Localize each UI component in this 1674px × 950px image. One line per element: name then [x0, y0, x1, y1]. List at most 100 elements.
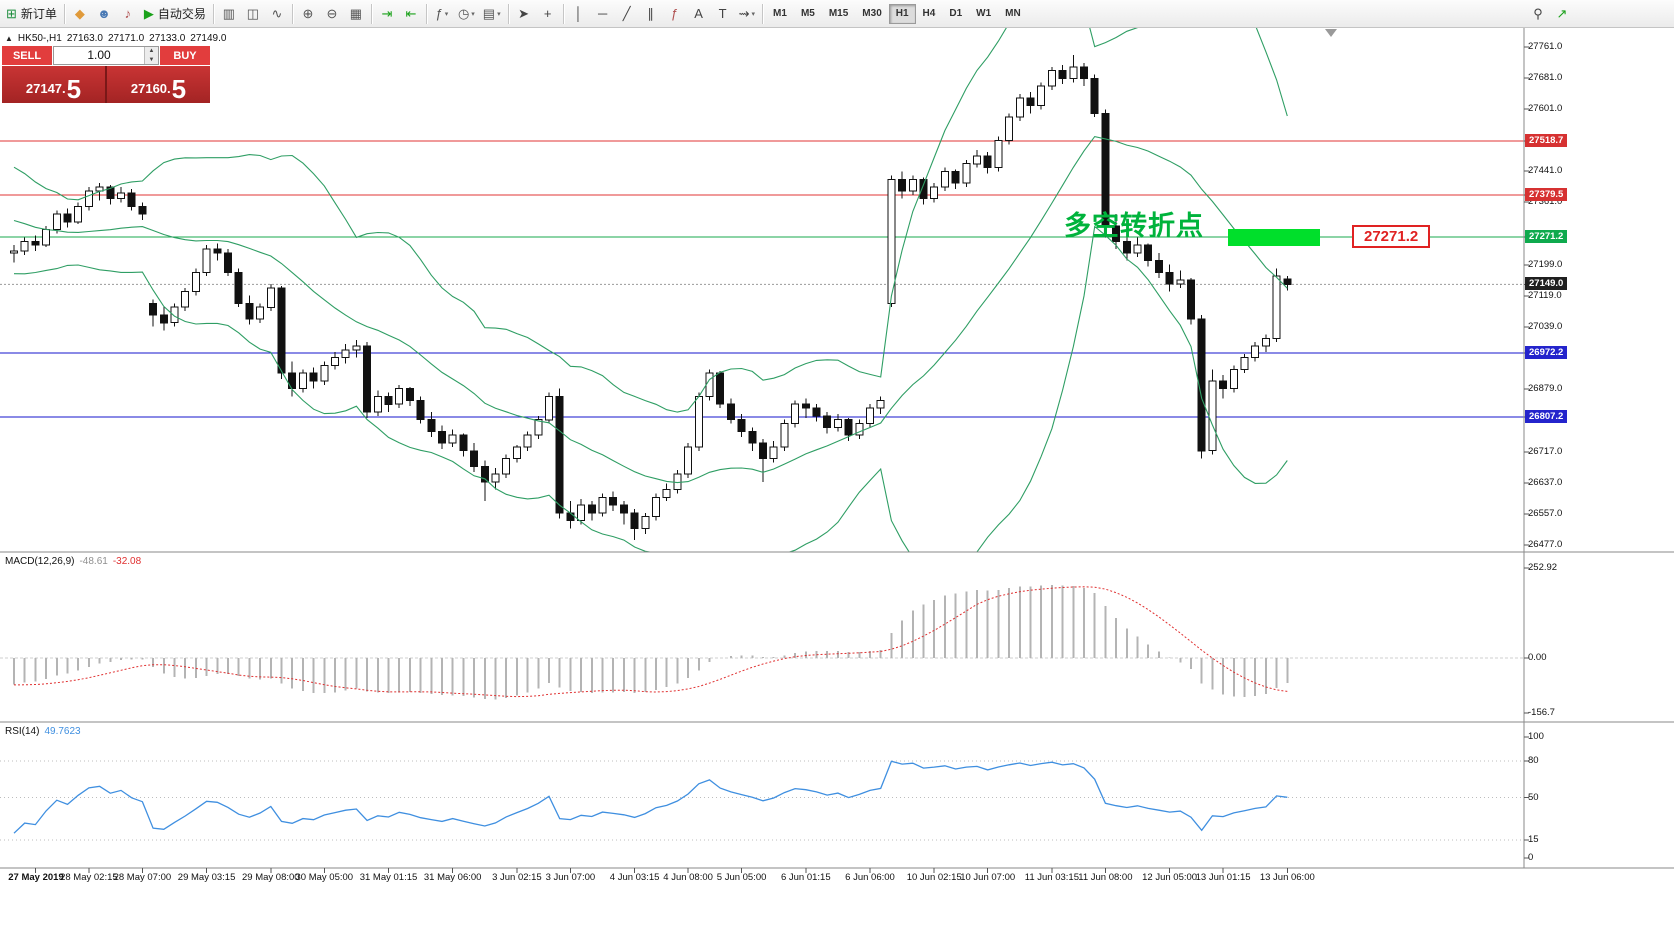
grid-button[interactable]: ▦ — [345, 3, 367, 25]
rsi-axis-label: 50 — [1528, 791, 1539, 803]
turning-point-annotation: 多空转折点 — [1064, 211, 1204, 241]
chevron-down-icon: ▾ — [751, 10, 756, 18]
bollinger-middle-band — [13, 135, 1288, 484]
timeframe-m1[interactable]: M1 — [766, 4, 794, 24]
zoom-out-button[interactable]: ⊖ — [321, 3, 343, 25]
timeframe-m5[interactable]: M5 — [794, 4, 822, 24]
toolbar-group: ➤ + — [512, 3, 560, 25]
macd-axis-label: 0.00 — [1528, 652, 1547, 663]
price-line-badge: 27271.2 — [1525, 229, 1568, 243]
alerts-button[interactable]: ♪ — [117, 3, 139, 25]
crosshair-button[interactable]: + — [537, 3, 559, 25]
cursor-button[interactable]: ➤ — [513, 3, 535, 25]
rsi-indicator-label: RSI(14) 49.7623 — [5, 726, 81, 737]
time-axis-label: 13 Jun 06:00 — [1259, 872, 1315, 883]
turning-point-highlight-rect — [1228, 229, 1320, 246]
trendline-button[interactable]: ╱ — [616, 3, 638, 25]
timeframe-mn[interactable]: MN — [998, 4, 1028, 24]
templates-button[interactable]: ▤ ▾ — [480, 3, 504, 25]
time-axis-label: 13 Jun 01:15 — [1195, 872, 1251, 883]
text-button[interactable]: A — [688, 3, 710, 25]
macd-axis-label: -156.7 — [1528, 707, 1555, 718]
popup-prices-button[interactable]: ↗ — [1551, 3, 1573, 25]
rsi-axis-label: 100 — [1528, 731, 1544, 742]
timeframe-h1[interactable]: H1 — [888, 3, 916, 24]
arrows-button[interactable]: ⇝ ▾ — [736, 3, 758, 25]
vertical-line-icon: │ — [574, 6, 583, 21]
price-axis-label: 26557.0 — [1528, 507, 1563, 519]
auto-scroll-button[interactable]: ⇥ — [376, 3, 398, 25]
price-axis-label: 26717.0 — [1528, 445, 1563, 457]
line-chart-button[interactable]: ∿ — [266, 3, 288, 25]
candlestick-chart-button[interactable]: ◫ — [242, 3, 264, 25]
candles — [10, 55, 1292, 540]
zoom-in-button[interactable]: ⊕ — [297, 3, 319, 25]
search-button[interactable]: ⚲ — [1527, 3, 1549, 25]
chart-symbol-period: HK50-,H1 — [17, 33, 62, 44]
time-axis-label: 29 May 03:15 — [177, 872, 236, 883]
new-order-button[interactable]: ⊞ 新订单 — [3, 3, 60, 25]
indicators-button[interactable]: ƒ ▾ — [431, 3, 453, 25]
fibonacci-icon: ƒ — [670, 6, 679, 21]
horizontal-line-button[interactable]: ─ — [592, 3, 614, 25]
timeframe-d1[interactable]: D1 — [942, 4, 969, 24]
sell-button[interactable]: SELL — [2, 46, 52, 65]
timeframe-w1[interactable]: W1 — [969, 4, 998, 24]
metaeditor-button[interactable]: ◆ — [69, 3, 91, 25]
toolbar-separator — [762, 3, 764, 24]
current-price-badge: 27149.0 — [1525, 277, 1568, 291]
vertical-line-button[interactable]: │ — [568, 3, 590, 25]
volume-down-button[interactable]: ▼ — [145, 55, 158, 64]
channel-button[interactable]: ∥ — [640, 3, 662, 25]
autotrading-button[interactable]: ▶ 自动交易 — [141, 3, 209, 25]
chart-shift-marker — [1325, 29, 1337, 37]
toolbar-group: │ ─ ╱ ∥ ƒ A T ⇝ ▾ — [567, 3, 759, 25]
toolbar-separator — [562, 3, 564, 24]
fibonacci-button[interactable]: ƒ — [664, 3, 686, 25]
popup-prices-icon: ↗ — [1556, 6, 1568, 21]
time-axis-label: 28 May 02:15 — [60, 872, 118, 883]
volume-value[interactable]: 1.00 — [87, 48, 111, 62]
price-line-badge: 27518.7 — [1525, 133, 1568, 147]
sell-price-main: 27147. — [25, 81, 66, 96]
line-chart-icon: ∿ — [271, 6, 283, 21]
buy-button[interactable]: BUY — [160, 46, 210, 65]
macd-signal-value: -32.08 — [112, 556, 142, 567]
toolbar-group: ⊞ 新订单 — [2, 3, 61, 25]
buy-price-pip: 5 — [171, 74, 187, 104]
label-button[interactable]: T — [712, 3, 734, 25]
chart-title: ▲ HK50-,H1 27163.0 27171.0 27133.0 27149… — [5, 33, 226, 44]
time-axis-label: 4 Jun 08:00 — [663, 872, 713, 883]
timeframe-m30[interactable]: M30 — [855, 4, 888, 24]
timeframe-m15[interactable]: M15 — [822, 4, 855, 24]
volume-up-button[interactable]: ▲ — [145, 47, 158, 56]
periods-button[interactable]: ◷ ▾ — [455, 3, 478, 25]
time-axis-label: 3 Jun 07:00 — [545, 872, 596, 883]
chart-open-value: 27163.0 — [66, 33, 103, 44]
turning-point-price-label: 27271.2 — [1352, 225, 1431, 248]
time-axis-label: 31 May 01:15 — [359, 872, 418, 883]
rsi-layer — [0, 760, 1524, 841]
timeframe-h4[interactable]: H4 — [916, 4, 943, 24]
chevron-down-icon: ▾ — [471, 10, 475, 18]
buy-price-button[interactable]: 27160. 5 — [107, 66, 210, 103]
profiles-button[interactable]: ☻ — [93, 3, 115, 25]
chevron-down-icon: ▾ — [497, 10, 501, 18]
volume-input[interactable]: 1.00 ▲ ▼ — [53, 46, 159, 65]
toolbar-separator — [291, 3, 293, 24]
time-axis-label: 11 Jun 08:00 — [1078, 872, 1133, 883]
bollinger-upper-band — [13, 28, 1288, 413]
time-axis-label: 10 Jun 07:00 — [960, 872, 1016, 883]
chevron-down-icon: ▾ — [444, 10, 449, 18]
bollinger-lower-band — [13, 225, 1288, 552]
templates-icon: ▤ — [482, 6, 496, 21]
chart-shift-button[interactable]: ⇤ — [400, 3, 422, 25]
toolbar-separator — [425, 3, 427, 24]
sell-price-button[interactable]: 27147. 5 — [2, 66, 105, 103]
one-click-panel-toggle[interactable]: ▲ — [5, 34, 13, 43]
time-axis-label: 10 Jun 02:15 — [906, 872, 962, 883]
bar-chart-button[interactable]: ▥ — [218, 3, 240, 25]
arrows-icon: ⇝ — [738, 6, 750, 21]
rsi-line — [13, 760, 1288, 834]
